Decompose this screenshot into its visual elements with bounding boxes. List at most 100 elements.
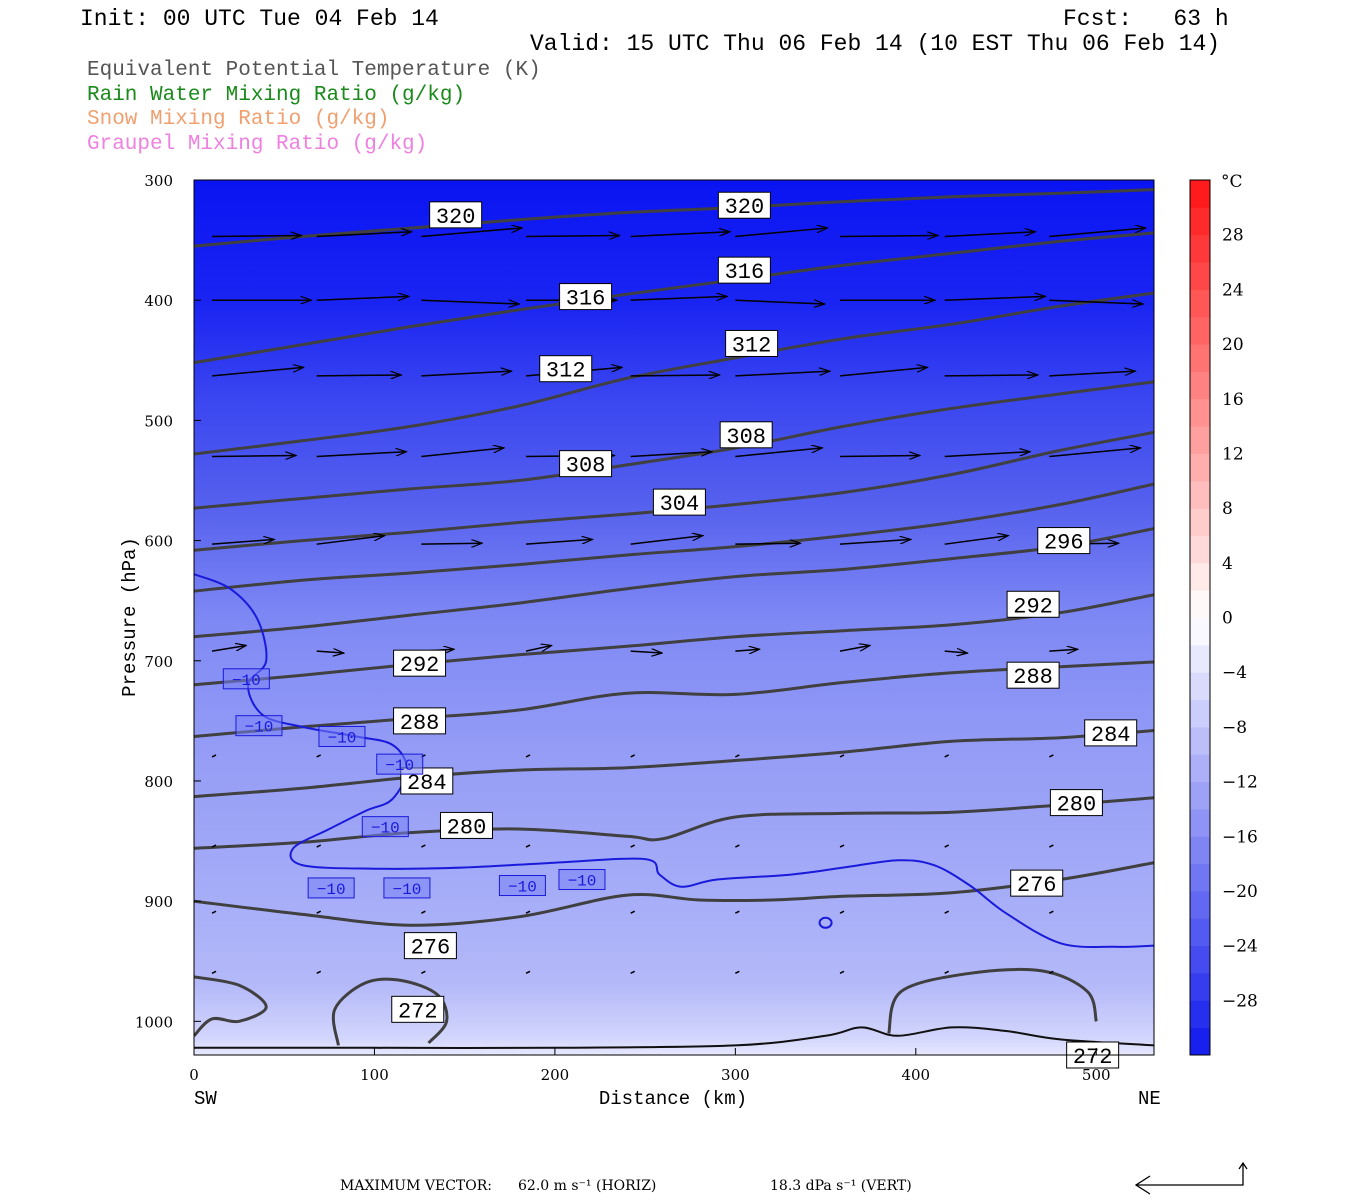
theta-e-contour-276: [194, 861, 1154, 927]
init-time: Init: 00 UTC Tue 04 Feb 14: [80, 6, 439, 32]
temp-label: −10: [328, 729, 357, 747]
temp-label-box: [383, 877, 431, 899]
colorbar-swatch: [1190, 1000, 1210, 1029]
forecast-hour: Fcst: 63 h: [1063, 6, 1229, 32]
temp-label-box: [361, 816, 409, 838]
wind-vector: [630, 970, 636, 974]
wind-vector: [735, 970, 740, 974]
colorbar-swatch: [1190, 398, 1210, 427]
colorbar-tick-label: −20: [1222, 882, 1258, 902]
wind-vector: [421, 970, 426, 974]
colorbar-swatch: [1190, 972, 1210, 1001]
colorbar-tick-label: 4: [1222, 554, 1233, 574]
temp-label: −10: [232, 672, 261, 690]
wind-vector: [316, 536, 385, 545]
y-tick-label: 700: [144, 653, 173, 671]
wind-vector: [1049, 649, 1078, 651]
temp-contour-minus10-closed: [818, 916, 833, 929]
theta-e-label-box: [559, 450, 613, 478]
colorbar-swatch: [1190, 344, 1210, 372]
colorbar-swatch: [1190, 781, 1210, 810]
wind-vector: [316, 910, 322, 914]
colorbar-tick-label: 28: [1222, 226, 1244, 246]
y-tick-label: 300: [144, 172, 173, 190]
colorbar-swatch: [1190, 754, 1210, 783]
x-right-direction: NE: [1138, 1088, 1161, 1110]
wind-vector: [839, 539, 911, 545]
reference-vector-icon: [1134, 1161, 1248, 1195]
colorbar-tick-label: −16: [1222, 827, 1258, 847]
wind-vector: [316, 296, 409, 301]
theta-e-contours: [194, 188, 1154, 1049]
wind-vector: [944, 296, 1046, 301]
max-vector-vertical: 18.3 dPa s⁻¹ (VERT): [770, 1178, 912, 1194]
max-vector-horizontal: 62.0 m s⁻¹ (HORIZ): [518, 1178, 657, 1194]
colorbar-tick-label: −8: [1222, 718, 1247, 738]
theta-e-label: 276: [411, 936, 451, 961]
theta-e-label: 284: [1091, 723, 1131, 748]
colorbar-tick-label: −24: [1222, 937, 1258, 957]
colorbar-swatch: [1190, 1027, 1210, 1056]
wind-vector: [421, 448, 504, 458]
wind-vectors: [211, 228, 1146, 974]
y-tick-label: 900: [144, 893, 173, 911]
temp-label: −10: [371, 820, 400, 838]
x-tick-label: 0: [189, 1066, 199, 1084]
wind-vector: [839, 910, 845, 914]
theta-e-contour-284: [194, 729, 1154, 799]
colorbar-tick-label: 0: [1222, 609, 1233, 629]
colorbar-swatch: [1190, 918, 1210, 947]
wind-vector: [316, 452, 407, 458]
x-tick-label: 100: [360, 1066, 389, 1084]
axes: 300 400 500 600 700 800 900 1000 0 100 200 300 400 50…: [135, 172, 1111, 1084]
wind-vector: [944, 844, 950, 848]
colorbar-swatch: [1190, 836, 1210, 865]
theta-e-contour-296: [194, 527, 1154, 639]
x-tick-label: 400: [901, 1066, 930, 1084]
theta-e-label: 288: [1013, 665, 1053, 690]
colorbar-swatch: [1190, 535, 1210, 564]
temperature-shading: [194, 180, 1154, 1055]
wind-vector: [316, 232, 412, 238]
temp-label: −10: [385, 757, 414, 775]
colorbar-swatch: [1190, 617, 1210, 646]
colorbar-swatch: [1190, 562, 1210, 591]
theta-e-label: 316: [566, 287, 606, 312]
theta-e-label-box: [717, 191, 771, 219]
wind-vector: [839, 754, 845, 758]
theta-e-label-box: [725, 329, 779, 357]
wind-vector: [316, 375, 402, 376]
x-axis-title: Distance (km): [599, 1088, 747, 1110]
wind-vector: [211, 539, 274, 545]
wind-vector: [421, 299, 519, 304]
wind-vector: [211, 970, 217, 974]
wind-vector: [525, 754, 531, 758]
surface-line: [194, 1026, 1154, 1049]
wind-vector: [944, 452, 1030, 458]
wind-vector: [735, 844, 740, 848]
legend-rain-water: Rain Water Mixing Ratio (g/kg): [87, 84, 466, 107]
wind-vector: [212, 236, 301, 237]
temp-label-box: [307, 877, 355, 899]
theta-e-label-box: [652, 488, 706, 516]
theta-e-label-box: [539, 355, 593, 383]
plot-frame: [193, 179, 1155, 1056]
theta-e-label-box: [403, 932, 457, 960]
colorbar-tick-label: −12: [1222, 773, 1258, 793]
contour-labels: 320 320 316 316 312 312 308 308 304 296 292 292 288 2…: [222, 191, 1138, 1070]
legend-snow: Snow Mixing Ratio (g/kg): [87, 108, 390, 131]
wind-vector: [211, 910, 217, 914]
wind-vector: [630, 296, 727, 301]
colorbar-swatch: [1190, 808, 1210, 837]
colorbar-unit: °C: [1221, 172, 1243, 192]
wind-vector: [211, 367, 304, 377]
wind-vector: [630, 844, 636, 848]
theta-e-contour-272-a: [194, 975, 268, 1037]
theta-e-contour-292: [194, 593, 1154, 687]
x-tick-label: 500: [1082, 1066, 1111, 1084]
wind-vector: [211, 844, 217, 848]
theta-e-contour-272-c: [887, 967, 1098, 1034]
wind-vector: [944, 910, 950, 914]
theta-e-label-box: [1084, 719, 1138, 747]
colorbar-swatch: [1190, 945, 1210, 974]
